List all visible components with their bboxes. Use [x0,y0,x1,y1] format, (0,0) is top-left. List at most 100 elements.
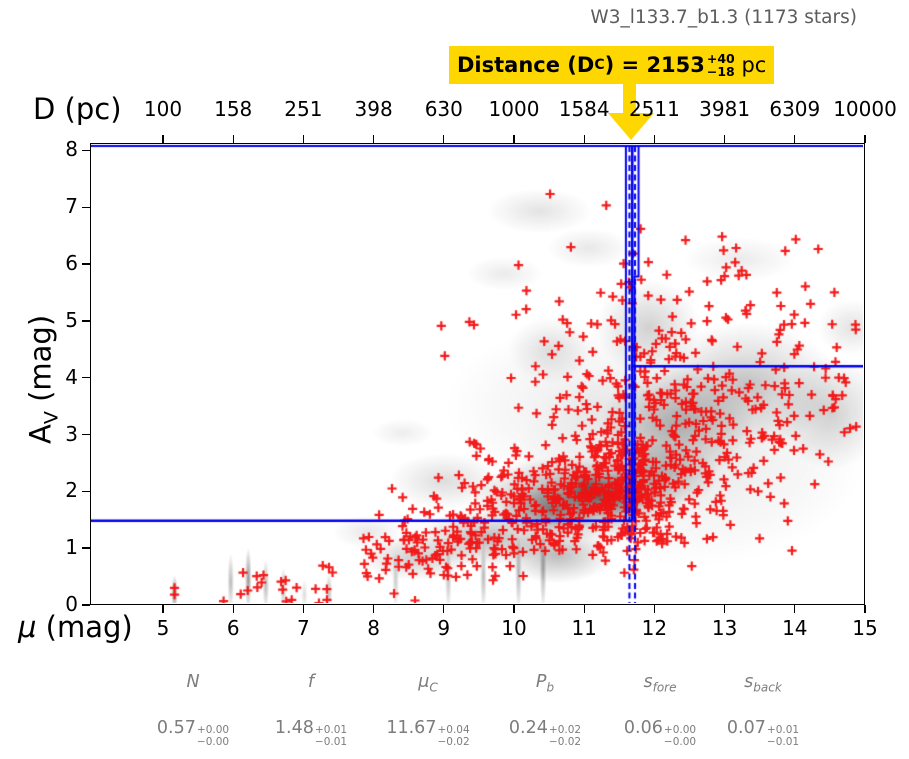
x-tick-label: 15 [852,616,878,640]
x-axis-label: μ (mag) [18,610,133,644]
top-axis-tick-label: 1000 [488,97,540,121]
y-tick-label: 1 [65,535,78,560]
distance-annotation: Distance (D C) = 2153 +40 −18 pc [449,46,775,84]
y-tick-mark [82,490,90,493]
annotation-err-plus: +40 [706,50,735,66]
parameter-uncertainty: +0.00 −0.00 [663,724,697,748]
parameter-subscript: back [753,680,782,695]
top-axis-tick-label: 100 [143,97,183,121]
y-tick-label: 2 [65,478,78,503]
y-tick-mark [82,206,90,208]
parameter-symbol: N [186,672,200,692]
x-top-tick-mark [794,135,796,143]
parameter-label: N [157,672,229,696]
parameter-err-plus: +0.01 [314,724,348,736]
top-axis-tick-label: 398 [354,97,393,121]
x-tick-label: 10 [501,616,527,640]
parameter-value: 0.57 +0.00 −0.00 [157,718,229,748]
parameter-column: sback 0.07 +0.01 −0.01 [727,672,799,748]
annotation-value: 2153 [646,53,705,77]
x-tick-label: 12 [641,616,668,640]
x-tick-mark [583,605,585,613]
parameter-column: μC 11.67 +0.04 −0.02 [386,672,469,748]
parameter-column: Pb 0.24 +0.02 −0.02 [509,672,581,748]
x-tick-mark [794,605,796,613]
x-tick-label: 13 [711,616,738,640]
parameter-err-minus: −0.02 [437,735,470,748]
annotation-uncertainty: +40 −18 [706,50,735,79]
parameter-err-plus: +0.01 [766,724,800,736]
x-top-tick-mark [653,135,656,143]
top-axis-tick-label: 2511 [628,97,680,121]
x-tick-label: 11 [571,616,597,640]
parameter-number: 11.67 [386,718,437,738]
x-tick-mark [162,605,164,613]
parameter-column: N 0.57 +0.00 −0.00 [157,672,229,748]
parameter-subscript: C [429,680,438,695]
x-axis-label-symbol: μ [18,610,37,644]
parameter-label: sback [727,672,799,696]
y-tick-label: 5 [65,307,78,332]
y-tick-mark [82,263,90,265]
parameter-number: 0.07 [726,718,766,738]
x-tick-mark [864,605,866,613]
y-tick-mark [82,149,90,152]
top-axis-tick-label: 6309 [769,97,821,121]
top-axis-label: D (pc) [33,92,122,126]
parameter-label: f [275,672,347,696]
y-tick-label: 0 [65,592,78,616]
top-axis-tick-label: 1584 [558,97,610,121]
annotation-equals: ) = [604,53,647,77]
y-tick-mark [82,604,90,606]
parameter-number: 0.24 [508,718,548,738]
parameter-value: 0.06 +0.00 −0.00 [624,718,696,748]
y-tick-mark [82,433,90,436]
x-tick-mark [513,605,515,613]
parameter-err-minus: −0.01 [314,735,348,748]
parameter-uncertainty: +0.01 −0.01 [766,724,800,748]
x-axis-label-unit: (mag) [36,610,133,644]
annotation-prefix: Distance (D [457,53,595,77]
parameter-value: 11.67 +0.04 −0.02 [386,718,469,748]
annotation-err-minus: −18 [706,64,735,79]
x-top-tick-mark [513,135,515,143]
x-tick-label: 8 [367,616,380,640]
x-tick-label: 7 [297,616,310,640]
parameter-label: Pb [509,672,581,696]
parameter-err-minus: −0.00 [663,735,697,748]
plot-canvas [91,144,863,603]
figure-title: W3_l133.7_b1.3 (1173 stars) [590,7,857,28]
parameter-uncertainty: +0.04 −0.02 [437,724,470,748]
x-top-tick-mark [864,135,866,143]
parameter-label: μC [386,672,469,696]
parameter-symbol: f [307,672,315,692]
x-top-tick-mark [162,135,164,143]
x-top-tick-mark [723,135,726,143]
parameter-uncertainty: +0.00 −0.00 [197,724,229,748]
x-tick-mark [723,605,726,613]
parameter-symbol: μ [418,672,430,692]
y-tick-mark [82,376,90,379]
parameter-err-plus: +0.04 [437,724,470,736]
parameter-uncertainty: +0.01 −0.01 [314,724,348,748]
x-tick-mark [302,605,305,613]
top-axis-tick-label: 158 [214,97,253,121]
y-tick-label: 7 [65,194,78,219]
x-tick-label: 5 [156,616,170,640]
parameter-err-plus: +0.02 [548,724,582,736]
x-top-tick-mark [443,135,445,143]
x-top-tick-mark [302,135,305,143]
parameter-value: 0.07 +0.01 −0.01 [727,718,799,748]
parameter-err-minus: −0.02 [548,735,582,748]
parameter-number: 1.48 [274,718,314,738]
x-top-tick-mark [372,135,375,143]
parameter-value: 1.48 +0.01 −0.01 [275,718,347,748]
parameter-subscript: b [546,680,555,695]
x-tick-label: 14 [782,616,808,640]
parameter-symbol: s [744,672,754,692]
x-tick-mark [372,605,375,613]
parameter-number: 0.06 [623,718,663,738]
annotation-subscript: C [594,57,605,73]
plot-area [90,143,865,605]
